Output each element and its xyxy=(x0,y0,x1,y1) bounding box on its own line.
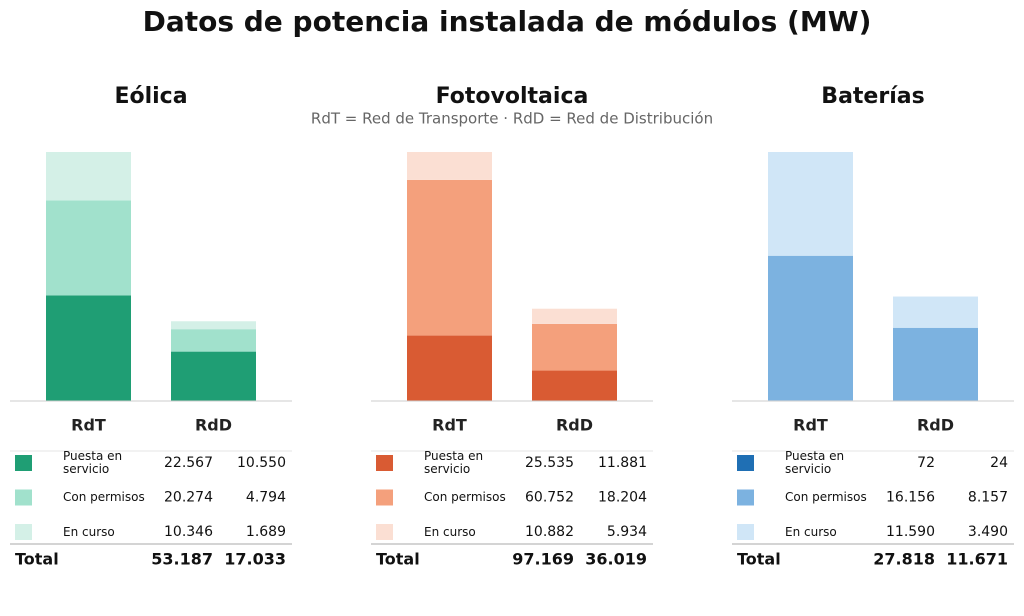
bar-segment xyxy=(46,152,131,201)
legend-swatch xyxy=(737,455,754,471)
bar-segment xyxy=(171,329,256,352)
legend-swatch xyxy=(15,524,32,540)
bar-segment xyxy=(407,152,492,180)
legend-label-box: Con permisos xyxy=(785,490,867,504)
bar-segment xyxy=(893,327,978,401)
panel-title: Baterías xyxy=(821,84,924,109)
table-value: 72 xyxy=(917,455,935,471)
total-label: Total xyxy=(737,550,781,569)
legend-swatch xyxy=(737,524,754,540)
total-value: 27.818 xyxy=(873,550,935,569)
table-value: 24 xyxy=(990,455,1008,471)
legend-label: Con permisos xyxy=(785,490,867,504)
legend-label-box: Puesta en servicio xyxy=(63,449,123,476)
x-tick-label: RdD xyxy=(917,416,954,435)
bar-segment xyxy=(893,296,978,328)
bar-segment xyxy=(171,351,256,401)
table-value: 60.752 xyxy=(525,490,574,506)
total-value: 17.033 xyxy=(224,550,286,569)
table-value: 10.882 xyxy=(525,524,574,540)
legend-label: En curso xyxy=(424,524,476,539)
table-value: 5.934 xyxy=(607,524,647,540)
bar-segment xyxy=(46,200,131,296)
legend-label: Con permisos xyxy=(63,490,145,504)
bar-segment xyxy=(768,255,853,401)
legend-label: Puesta en servicio xyxy=(424,449,484,476)
table-value: 1.689 xyxy=(246,524,286,540)
legend-label-box: Con permisos xyxy=(424,490,506,504)
legend-swatch xyxy=(737,489,754,506)
x-tick-label: RdD xyxy=(195,416,232,435)
bar-segment xyxy=(407,179,492,336)
table-value: 10.550 xyxy=(237,455,286,471)
legend-swatch xyxy=(376,524,393,540)
x-tick-label: RdD xyxy=(556,416,593,435)
x-tick-label: RdT xyxy=(432,416,467,435)
legend-label: Con permisos xyxy=(424,490,506,504)
legend-label: En curso xyxy=(785,524,837,539)
bar-segment xyxy=(532,308,617,324)
total-label: Total xyxy=(15,550,59,569)
table-value: 20.274 xyxy=(164,490,213,506)
table-value: 8.157 xyxy=(968,490,1008,506)
bar-segment xyxy=(768,152,853,256)
chart-title: Datos de potencia instalada de módulos (… xyxy=(143,5,872,38)
legend-swatch xyxy=(15,455,32,471)
legend-label: Puesta en servicio xyxy=(63,449,123,476)
legend-label-box: En curso xyxy=(785,524,837,539)
bar-segment xyxy=(532,370,617,401)
total-value: 36.019 xyxy=(585,550,647,569)
bar-segment xyxy=(171,321,256,330)
table-value: 16.156 xyxy=(886,490,935,506)
table-value: 18.204 xyxy=(598,490,647,506)
legend-label: Puesta en servicio xyxy=(785,449,845,476)
panel-title: Eólica xyxy=(114,84,187,109)
panel-title: Fotovoltaica xyxy=(436,84,589,109)
table-value: 11.881 xyxy=(598,455,647,471)
bar-segment xyxy=(407,335,492,401)
legend-label-box: En curso xyxy=(424,524,476,539)
x-tick-label: RdT xyxy=(71,416,106,435)
total-value: 97.169 xyxy=(512,550,574,569)
x-tick-label: RdT xyxy=(793,416,828,435)
table-value: 25.535 xyxy=(525,455,574,471)
total-value: 53.187 xyxy=(151,550,213,569)
table-value: 4.794 xyxy=(246,490,286,506)
legend-label: En curso xyxy=(63,524,115,539)
legend-swatch xyxy=(376,455,393,471)
legend-label-box: Puesta en servicio xyxy=(424,449,484,476)
bar-segment xyxy=(46,295,131,401)
legend-label-box: Puesta en servicio xyxy=(785,449,845,476)
legend-label-box: Con permisos xyxy=(63,490,145,504)
total-value: 11.671 xyxy=(946,550,1008,569)
legend-label-box: En curso xyxy=(63,524,115,539)
total-label: Total xyxy=(376,550,420,569)
legend-swatch xyxy=(376,489,393,506)
bar-segment xyxy=(532,323,617,371)
table-value: 22.567 xyxy=(164,455,213,471)
legend-swatch xyxy=(15,489,32,506)
table-value: 10.346 xyxy=(164,524,213,540)
table-value: 11.590 xyxy=(886,524,935,540)
subtitle: RdT = Red de Transporte · RdD = Red de D… xyxy=(311,110,713,128)
table-value: 3.490 xyxy=(968,524,1008,540)
